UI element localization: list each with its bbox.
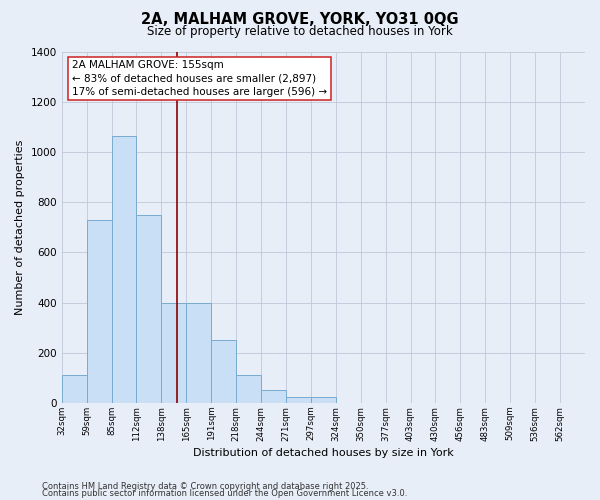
Bar: [261, 390, 286, 403]
Text: Size of property relative to detached houses in York: Size of property relative to detached ho…: [147, 25, 453, 38]
Bar: [161, 302, 186, 403]
Text: 2A MALHAM GROVE: 155sqm
← 83% of detached houses are smaller (2,897)
17% of semi: 2A MALHAM GROVE: 155sqm ← 83% of detache…: [72, 60, 327, 96]
Bar: [86, 220, 112, 403]
Bar: [186, 302, 211, 403]
Bar: [311, 396, 336, 403]
Text: Contains public sector information licensed under the Open Government Licence v3: Contains public sector information licen…: [42, 489, 407, 498]
Bar: [136, 214, 161, 403]
Bar: [62, 376, 86, 403]
Text: 2A, MALHAM GROVE, YORK, YO31 0QG: 2A, MALHAM GROVE, YORK, YO31 0QG: [141, 12, 459, 28]
Bar: [211, 340, 236, 403]
X-axis label: Distribution of detached houses by size in York: Distribution of detached houses by size …: [193, 448, 454, 458]
Y-axis label: Number of detached properties: Number of detached properties: [15, 140, 25, 315]
Text: Contains HM Land Registry data © Crown copyright and database right 2025.: Contains HM Land Registry data © Crown c…: [42, 482, 368, 491]
Bar: [112, 136, 136, 403]
Bar: [236, 376, 261, 403]
Bar: [286, 396, 311, 403]
